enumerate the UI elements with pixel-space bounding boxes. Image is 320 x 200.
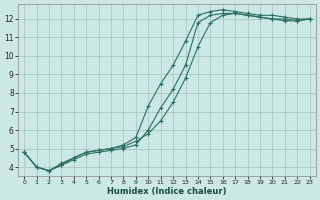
X-axis label: Humidex (Indice chaleur): Humidex (Indice chaleur)	[107, 187, 227, 196]
